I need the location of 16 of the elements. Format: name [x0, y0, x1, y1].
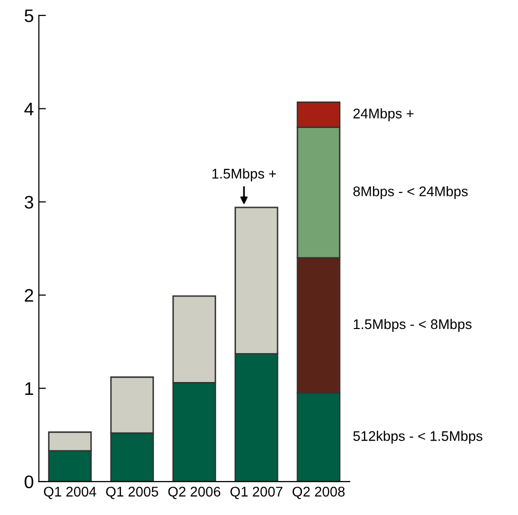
y-tick-label: 0: [24, 475, 34, 488]
x-tick-label: Q2 2006: [168, 486, 220, 500]
y-tick-label: 2: [24, 289, 34, 302]
x-tick-label: Q2 2008: [292, 486, 345, 500]
series-label: 1.5Mbps +: [212, 168, 276, 182]
x-tick-label: Q1 2007: [230, 486, 282, 500]
y-tick-label: 1: [25, 382, 34, 395]
series-label: 24Mbps +: [353, 108, 414, 122]
y-tick-label: 3: [24, 196, 34, 209]
series-label: 1.5Mbps - < 8Mbps: [354, 318, 472, 332]
series-label: 8Mbps - < 24Mbps: [353, 186, 468, 200]
series-label: 512kbps - < 1.5Mbps: [353, 430, 482, 444]
x-tick-label: Q1 2004: [44, 486, 96, 500]
y-tick-label: 5: [24, 10, 34, 22]
x-tick-label: Q1 2005: [106, 486, 158, 500]
y-tick-label: 4: [24, 102, 34, 116]
